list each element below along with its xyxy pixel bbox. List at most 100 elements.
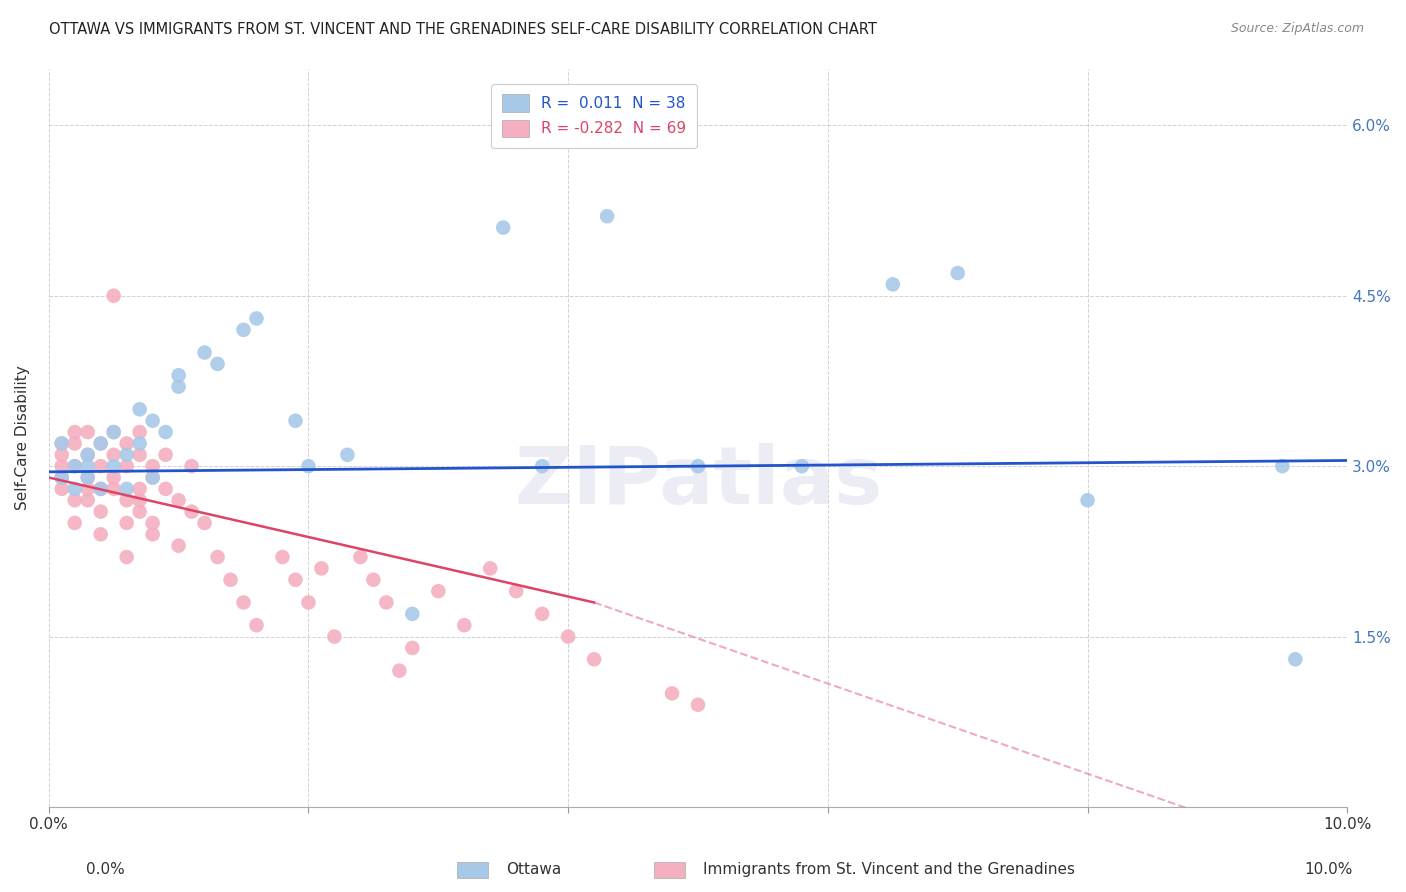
Point [142, 470, 165, 484]
Point [76, 425, 98, 439]
Point [219, 573, 242, 587]
Point [115, 549, 138, 564]
Point [63, 482, 86, 496]
Point [115, 459, 138, 474]
Point [142, 414, 165, 428]
Point [128, 402, 150, 417]
Point [492, 220, 515, 235]
Point [232, 323, 254, 337]
Point [686, 698, 709, 712]
Point [232, 595, 254, 609]
Point [63, 459, 86, 474]
Point [336, 448, 359, 462]
Point [128, 436, 150, 450]
Point [128, 482, 150, 496]
Point [505, 584, 527, 599]
Point [51, 436, 73, 450]
Point [76, 482, 98, 496]
Point [115, 493, 138, 508]
Point [90, 527, 112, 541]
Point [1077, 493, 1099, 508]
Point [63, 516, 86, 530]
Point [142, 527, 165, 541]
Point [882, 277, 904, 292]
Point [311, 561, 333, 575]
Point [167, 539, 190, 553]
Point [128, 493, 150, 508]
Point [103, 425, 125, 439]
Point [90, 436, 112, 450]
Point [115, 516, 138, 530]
Point [531, 607, 554, 621]
Point [76, 448, 98, 462]
Point [115, 448, 138, 462]
Point [90, 482, 112, 496]
Point [180, 459, 202, 474]
Point [128, 448, 150, 462]
Point [427, 584, 450, 599]
Point [76, 470, 98, 484]
Point [155, 482, 177, 496]
Point [531, 459, 554, 474]
Point [103, 425, 125, 439]
Text: Immigrants from St. Vincent and the Grenadines: Immigrants from St. Vincent and the Gren… [703, 863, 1076, 877]
Point [167, 493, 190, 508]
Point [51, 482, 73, 496]
Text: Ottawa: Ottawa [506, 863, 561, 877]
Point [76, 448, 98, 462]
Point [76, 470, 98, 484]
Point [1284, 652, 1306, 666]
Point [142, 470, 165, 484]
Point [51, 470, 73, 484]
Point [103, 448, 125, 462]
Legend: R =  0.011  N = 38, R = -0.282  N = 69: R = 0.011 N = 38, R = -0.282 N = 69 [491, 84, 697, 148]
Point [207, 357, 229, 371]
Text: OTTAWA VS IMMIGRANTS FROM ST. VINCENT AND THE GRENADINES SELF-CARE DISABILITY CO: OTTAWA VS IMMIGRANTS FROM ST. VINCENT AN… [49, 22, 877, 37]
Point [63, 425, 86, 439]
Point [271, 549, 294, 564]
Point [375, 595, 398, 609]
Point [557, 630, 579, 644]
Point [686, 459, 709, 474]
Text: Source: ZipAtlas.com: Source: ZipAtlas.com [1230, 22, 1364, 36]
Point [142, 459, 165, 474]
Point [349, 549, 371, 564]
Point [63, 436, 86, 450]
Point [103, 459, 125, 474]
Point [155, 425, 177, 439]
Point [90, 436, 112, 450]
Point [284, 414, 307, 428]
Point [90, 505, 112, 519]
Point [51, 459, 73, 474]
Point [51, 470, 73, 484]
Point [76, 459, 98, 474]
Point [401, 640, 423, 655]
Point [90, 459, 112, 474]
Point [115, 482, 138, 496]
Point [245, 618, 267, 632]
Point [180, 505, 202, 519]
Point [453, 618, 475, 632]
Point [103, 470, 125, 484]
Point [323, 630, 346, 644]
Point [479, 561, 502, 575]
Point [76, 493, 98, 508]
Point [51, 448, 73, 462]
Point [245, 311, 267, 326]
Point [401, 607, 423, 621]
Point [790, 459, 813, 474]
Point [284, 573, 307, 587]
Point [363, 573, 385, 587]
Point [115, 436, 138, 450]
Point [128, 425, 150, 439]
Point [1271, 459, 1294, 474]
Y-axis label: Self-Care Disability: Self-Care Disability [15, 366, 30, 510]
Point [193, 345, 215, 359]
Point [155, 448, 177, 462]
Point [142, 516, 165, 530]
Text: 10.0%: 10.0% [1305, 863, 1353, 877]
Point [661, 686, 683, 700]
Point [193, 516, 215, 530]
Point [103, 289, 125, 303]
Point [51, 436, 73, 450]
